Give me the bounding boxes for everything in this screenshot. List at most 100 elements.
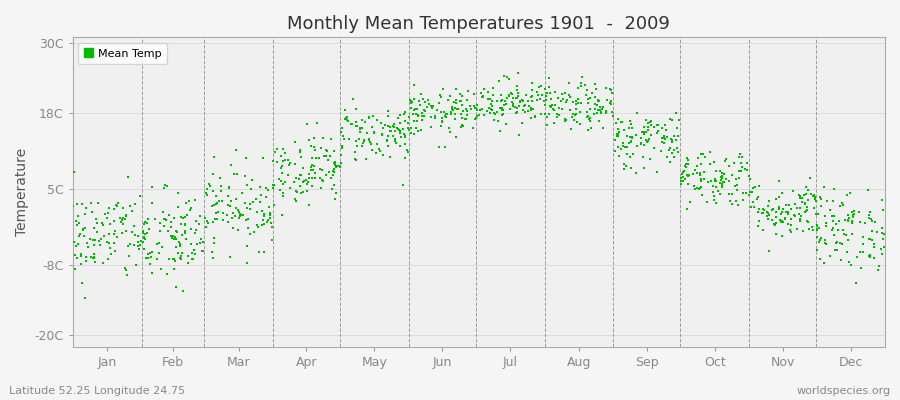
Point [708, 168, 723, 174]
Point [518, 103, 532, 109]
Point [696, 151, 710, 157]
Point [816, 260, 831, 266]
Point [380, 136, 394, 143]
Point [535, 83, 549, 90]
Point [275, 158, 290, 164]
Point [651, 122, 665, 128]
Point [435, 119, 449, 125]
Point [308, 147, 322, 154]
Point [255, 222, 269, 228]
Point [393, 134, 408, 140]
Point [250, 222, 265, 228]
Point [278, 149, 293, 156]
Point [396, 181, 410, 188]
Point [842, 259, 856, 265]
Point [562, 94, 577, 100]
Point [347, 156, 362, 162]
Point [844, 231, 859, 237]
Point [862, 214, 877, 221]
Point [872, 263, 886, 270]
Point [853, 265, 868, 272]
Point [676, 174, 690, 181]
Point [436, 108, 451, 115]
Point [657, 133, 671, 139]
Point [164, 233, 178, 240]
Point [122, 243, 136, 249]
Point [414, 127, 428, 134]
Point [610, 126, 625, 132]
Point [564, 114, 579, 120]
Point [827, 213, 842, 220]
Point [832, 202, 847, 209]
Point [232, 215, 247, 222]
Point [306, 163, 320, 169]
Point [179, 200, 194, 206]
Point [181, 260, 195, 267]
Point [555, 106, 570, 112]
Point [336, 132, 350, 139]
Point [288, 196, 302, 202]
Point [568, 111, 582, 118]
Point [389, 140, 403, 146]
Point [365, 113, 380, 119]
Point [774, 211, 788, 217]
Point [340, 116, 355, 123]
Point [409, 125, 423, 132]
Point [266, 182, 280, 188]
Point [845, 209, 859, 215]
Point [204, 203, 219, 209]
Point [485, 98, 500, 104]
Point [324, 185, 338, 192]
Point [844, 218, 859, 224]
Point [445, 105, 459, 111]
Point [256, 155, 270, 162]
Point [351, 136, 365, 142]
Point [480, 108, 494, 114]
Point [200, 186, 214, 192]
Point [86, 225, 101, 231]
Point [238, 217, 253, 224]
Point [206, 255, 220, 261]
Point [366, 130, 381, 136]
Point [863, 209, 878, 215]
Point [716, 179, 731, 185]
Point [314, 145, 328, 152]
Point [729, 198, 743, 204]
Point [662, 145, 677, 151]
Point [663, 158, 678, 165]
Point [574, 82, 589, 89]
Point [428, 114, 442, 121]
Point [460, 97, 474, 104]
Point [442, 125, 456, 132]
Point [114, 217, 129, 224]
Point [868, 218, 882, 225]
Point [410, 117, 424, 124]
Point [327, 169, 341, 175]
Point [860, 186, 875, 193]
Point [168, 228, 183, 234]
Point [599, 109, 614, 116]
Point [205, 249, 220, 255]
Point [307, 135, 321, 141]
Point [68, 252, 82, 258]
Point [278, 157, 293, 163]
Point [75, 280, 89, 286]
Point [381, 133, 395, 139]
Point [592, 104, 607, 110]
Point [138, 231, 152, 238]
Point [438, 111, 453, 117]
Point [692, 186, 706, 192]
Point [486, 92, 500, 98]
Point [670, 125, 684, 132]
Point [814, 196, 828, 202]
Point [697, 169, 711, 175]
Point [102, 231, 116, 237]
Point [227, 170, 241, 177]
Point [699, 199, 714, 205]
Point [220, 202, 235, 208]
Point [157, 184, 171, 191]
Point [590, 107, 605, 114]
Point [663, 116, 678, 123]
Point [574, 100, 589, 106]
Point [369, 150, 383, 157]
